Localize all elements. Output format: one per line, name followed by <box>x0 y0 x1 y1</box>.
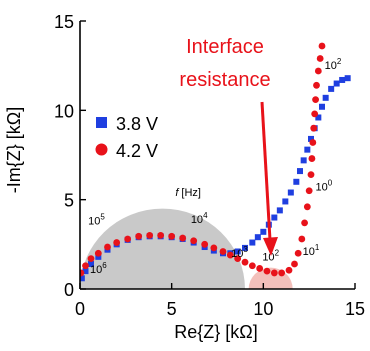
point-3.8V-20 <box>254 234 261 241</box>
point-4.2V-9 <box>157 232 165 239</box>
data-points <box>80 42 351 282</box>
point-4.2V-23 <box>278 269 286 277</box>
point-4.2V-25 <box>291 260 298 268</box>
point-4.2V-16 <box>226 251 234 259</box>
y-tick-label-2: 10 <box>54 101 74 121</box>
point-3.8V-31 <box>308 135 314 142</box>
point-4.2V-6 <box>124 235 132 243</box>
point-4.2V-15 <box>219 248 227 255</box>
point-3.8V-27 <box>293 178 300 185</box>
annotation-line-1: resistance <box>179 69 270 91</box>
point-3.8V-34 <box>319 103 325 110</box>
point-4.2V-34 <box>310 124 318 132</box>
point-4.2V-17 <box>234 255 242 263</box>
x-tick-label-1: 5 <box>167 299 177 319</box>
point-3.8V-21 <box>260 228 267 235</box>
point-4.2V-37 <box>313 81 320 89</box>
plot-axes <box>79 20 356 290</box>
annotation-line-0: Interface <box>186 36 264 58</box>
point-4.2V-7 <box>135 232 143 240</box>
point-3.8V-36 <box>328 85 335 92</box>
point-3.8V-26 <box>287 189 294 196</box>
legend: 3.8 V 4.2 V <box>95 114 158 161</box>
point-3.8V-35 <box>322 94 329 101</box>
annotation-arrow-head <box>263 237 278 256</box>
point-4.2V-1 <box>82 262 89 270</box>
point-4.2V-40 <box>318 42 326 50</box>
point-4.2V-29 <box>303 203 311 211</box>
point-4.2V-14 <box>210 244 218 252</box>
annotation-arrow-shaft <box>260 101 272 241</box>
point-3.8V-3 <box>95 253 102 260</box>
point-4.2V-5 <box>113 239 121 246</box>
legend-label-0: 3.8 V <box>116 114 158 134</box>
point-4.2V-32 <box>308 155 316 162</box>
point-4.2V-10 <box>168 232 176 240</box>
point-4.2V-33 <box>309 139 317 146</box>
point-4.2V-11 <box>179 234 187 242</box>
point-4.2V-36 <box>312 96 319 104</box>
y-tick-label-1: 5 <box>64 191 74 211</box>
shaded-semicircle-1 <box>80 208 245 289</box>
point-3.8V-38 <box>339 76 346 83</box>
point-4.2V-28 <box>301 219 308 227</box>
point-4.2V-22 <box>270 269 278 277</box>
point-4.2V-27 <box>298 235 306 243</box>
point-4.2V-2 <box>87 255 95 263</box>
x-tick-label-2: 10 <box>253 299 273 319</box>
point-4.2V-35 <box>311 110 319 118</box>
x-axis-label: Re{Z} [kΩ] <box>174 322 258 342</box>
point-3.8V-29 <box>300 157 307 164</box>
y-axis-label: -Im{Z} [kΩ] <box>4 107 24 193</box>
point-4.2V-31 <box>307 171 315 179</box>
point-3.8V-33 <box>315 114 322 121</box>
legend-marker-1 <box>95 143 108 156</box>
point-4.2V-38 <box>314 67 322 75</box>
tick-labels: 0 5 10 15 0 5 10 15 <box>54 12 365 319</box>
frequency-label-3: 103 <box>231 245 248 260</box>
frequency-label-1: 105 <box>88 213 105 228</box>
point-3.8V-25 <box>282 198 289 205</box>
legend-label-1: 4.2 V <box>116 141 158 161</box>
frequency-label-6: 100 <box>315 179 332 194</box>
point-3.8V-39 <box>344 75 351 82</box>
point-3.8V-24 <box>276 207 283 214</box>
point-4.2V-13 <box>201 240 209 248</box>
legend-marker-0 <box>96 117 107 128</box>
shaded-regions <box>80 208 293 289</box>
point-4.2V-39 <box>316 55 324 62</box>
interface-resistance-annotation: Interface resistance <box>179 36 278 256</box>
point-3.8V-18 <box>242 244 248 251</box>
y-tick-label-0: 0 <box>64 280 74 300</box>
y-tick-label-3: 15 <box>54 12 74 32</box>
x-tick-label-0: 0 <box>75 299 85 319</box>
point-3.8V-19 <box>249 239 256 246</box>
point-4.2V-0 <box>80 269 85 277</box>
frequency-label-5: 101 <box>303 243 320 258</box>
point-3.8V-2 <box>88 260 94 267</box>
x-tick-label-3: 15 <box>345 299 365 319</box>
point-4.2V-30 <box>305 187 313 195</box>
point-4.2V-21 <box>263 267 271 275</box>
frequency-label-7: 102 <box>325 57 342 72</box>
point-4.2V-20 <box>256 265 264 272</box>
point-3.8V-37 <box>333 80 340 87</box>
point-3.8V-17 <box>234 248 241 255</box>
point-4.2V-3 <box>94 249 102 257</box>
point-4.2V-12 <box>190 237 198 245</box>
point-3.8V-30 <box>304 146 311 153</box>
point-4.2V-19 <box>248 262 256 270</box>
point-4.2V-26 <box>294 249 302 257</box>
frequency-unit-label: f [Hz] <box>175 187 201 199</box>
point-3.8V-1 <box>82 268 89 275</box>
point-4.2V-8 <box>146 232 154 239</box>
point-4.2V-18 <box>241 258 249 266</box>
point-3.8V-0 <box>80 275 85 282</box>
point-4.2V-4 <box>104 243 111 251</box>
point-4.2V-24 <box>285 266 293 274</box>
point-3.8V-23 <box>271 214 278 221</box>
point-3.8V-28 <box>297 168 303 175</box>
